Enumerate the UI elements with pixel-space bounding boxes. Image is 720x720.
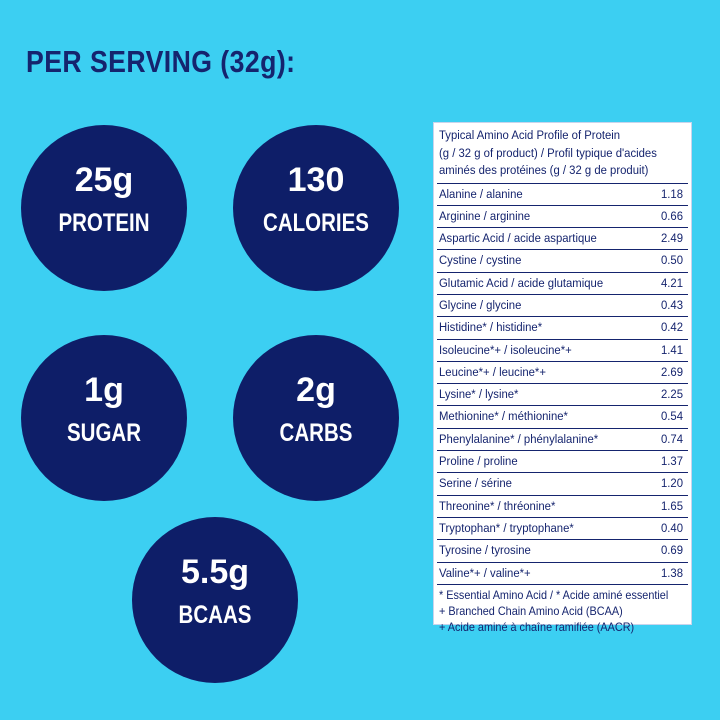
table-row: Glutamic Acid / acide glutamique 4.21 bbox=[437, 273, 688, 295]
stat-circle: 25g PROTEIN bbox=[21, 125, 187, 291]
amount: 1.65 bbox=[661, 498, 684, 513]
amino-acid: Isoleucine*+ / isoleucine*+ bbox=[439, 342, 572, 357]
stat-value: 1g bbox=[84, 371, 124, 409]
table-row: Arginine / arginine 0.66 bbox=[437, 206, 688, 229]
table-row: Serine / sérine 1.20 bbox=[437, 473, 688, 496]
amount: 1.41 bbox=[661, 342, 684, 357]
stat-value: 25g bbox=[74, 161, 134, 199]
amino-acid: Valine*+ / valine*+ bbox=[439, 565, 531, 580]
amount: 0.42 bbox=[661, 320, 684, 335]
amount: 1.37 bbox=[661, 454, 684, 469]
table-row: Methionine* / méthionine* 0.54 bbox=[437, 406, 688, 429]
header-line: (g / 32 g of product) / Profil typique d… bbox=[439, 145, 657, 160]
table-row: Alanine / alanine 1.18 bbox=[437, 184, 688, 206]
amino-acid: Arginine / arginine bbox=[439, 208, 531, 223]
footnote: + Acide aminé à chaîne ramifiée (AACR) bbox=[439, 619, 635, 634]
table-row: Tyrosine / tyrosine 0.69 bbox=[437, 540, 688, 563]
amino-acid: Histidine* / histidine* bbox=[439, 320, 543, 335]
amino-acid: Tryptophan* / tryptophane* bbox=[439, 520, 574, 535]
footnotes: * Essential Amino Acid / * Acide aminé e… bbox=[434, 585, 691, 637]
table-row: Leucine*+ / leucine*+ 2.69 bbox=[437, 362, 688, 385]
amino-acid: Glutamic Acid / acide glutamique bbox=[439, 275, 604, 290]
amount: 0.50 bbox=[661, 253, 684, 268]
amount: 2.69 bbox=[661, 364, 684, 379]
amino-acid: Aspartic Acid / acide aspartique bbox=[439, 231, 597, 246]
table-row: Proline / proline 1.37 bbox=[437, 451, 688, 474]
amount: 2.25 bbox=[661, 387, 684, 402]
amount: 2.49 bbox=[661, 231, 684, 246]
table-rows: Alanine / alanine 1.18 Arginine / arginine… bbox=[434, 184, 691, 585]
amino-acid: Glycine / glycine bbox=[439, 297, 522, 312]
table-row: Histidine* / histidine* 0.42 bbox=[437, 317, 688, 340]
amino-acid: Alanine / alanine bbox=[439, 186, 523, 201]
stat-value: 5.5g bbox=[180, 553, 250, 591]
title: PER SERVING (32g): bbox=[26, 44, 296, 79]
amino-acid: Tyrosine / tyrosine bbox=[439, 543, 531, 558]
amount: 0.54 bbox=[661, 409, 684, 424]
amount: 1.38 bbox=[661, 565, 684, 580]
stat-label: CALORIES bbox=[263, 209, 369, 237]
stat-label: PROTEIN bbox=[58, 209, 150, 237]
amount: 4.21 bbox=[661, 275, 684, 290]
table-row: Aspartic Acid / acide aspartique 2.49 bbox=[437, 228, 688, 251]
stat-value: 130 bbox=[287, 161, 345, 199]
amount: 0.74 bbox=[661, 431, 684, 446]
table-header: Typical Amino Acid Profile of Protein (g … bbox=[437, 123, 688, 184]
amino-acid: Leucine*+ / leucine*+ bbox=[439, 364, 546, 379]
stat-label: SUGAR bbox=[66, 419, 142, 447]
table-row: Isoleucine*+ / isoleucine*+ 1.41 bbox=[437, 340, 688, 362]
amount: 0.43 bbox=[661, 297, 684, 312]
amount: 0.40 bbox=[661, 520, 684, 535]
amount: 1.20 bbox=[661, 476, 684, 491]
amino-acid: Threonine* / thréonine* bbox=[439, 498, 556, 513]
amino-acid: Serine / sérine bbox=[439, 476, 512, 491]
stat-value: 2g bbox=[296, 371, 336, 409]
footnote: * Essential Amino Acid / * Acide aminé e… bbox=[439, 587, 669, 602]
table-row: Cystine / cystine 0.50 bbox=[437, 250, 688, 273]
header-line: Typical Amino Acid Profile of Protein bbox=[439, 128, 621, 142]
table-row: Threonine* / thréonine* 1.65 bbox=[437, 496, 688, 518]
amino-acid: Methionine* / méthionine* bbox=[439, 409, 568, 424]
amount: 0.69 bbox=[661, 543, 684, 558]
amino-acid: Cystine / cystine bbox=[439, 253, 522, 268]
stat-circle: 5.5g BCAAS bbox=[132, 517, 298, 683]
table-row: Tryptophan* / tryptophane* 0.40 bbox=[437, 518, 688, 541]
footnote: + Branched Chain Amino Acid (BCAA) bbox=[439, 603, 623, 618]
header-line: aminés des protéines (g / 32 g de produi… bbox=[439, 163, 649, 177]
table-row: Valine*+ / valine*+ 1.38 bbox=[437, 563, 688, 585]
amino-acid: Lysine* / lysine* bbox=[439, 387, 519, 402]
amino-acid: Phenylalanine* / phénylalanine* bbox=[439, 431, 599, 446]
stat-circle: 2g CARBS bbox=[233, 335, 399, 501]
table-row: Phenylalanine* / phénylalanine* 0.74 bbox=[437, 429, 688, 452]
stat-circle: 130 CALORIES bbox=[233, 125, 399, 291]
amount: 0.66 bbox=[661, 208, 684, 223]
amino-acid: Proline / proline bbox=[439, 454, 518, 469]
amount: 1.18 bbox=[661, 186, 684, 201]
table-row: Glycine / glycine 0.43 bbox=[437, 295, 688, 318]
stat-label: BCAAS bbox=[178, 601, 252, 629]
stat-circle: 1g SUGAR bbox=[21, 335, 187, 501]
amino-table: Typical Amino Acid Profile of Protein (g … bbox=[433, 122, 692, 634]
table-row: Lysine* / lysine* 2.25 bbox=[437, 384, 688, 407]
stat-label: CARBS bbox=[279, 419, 353, 447]
